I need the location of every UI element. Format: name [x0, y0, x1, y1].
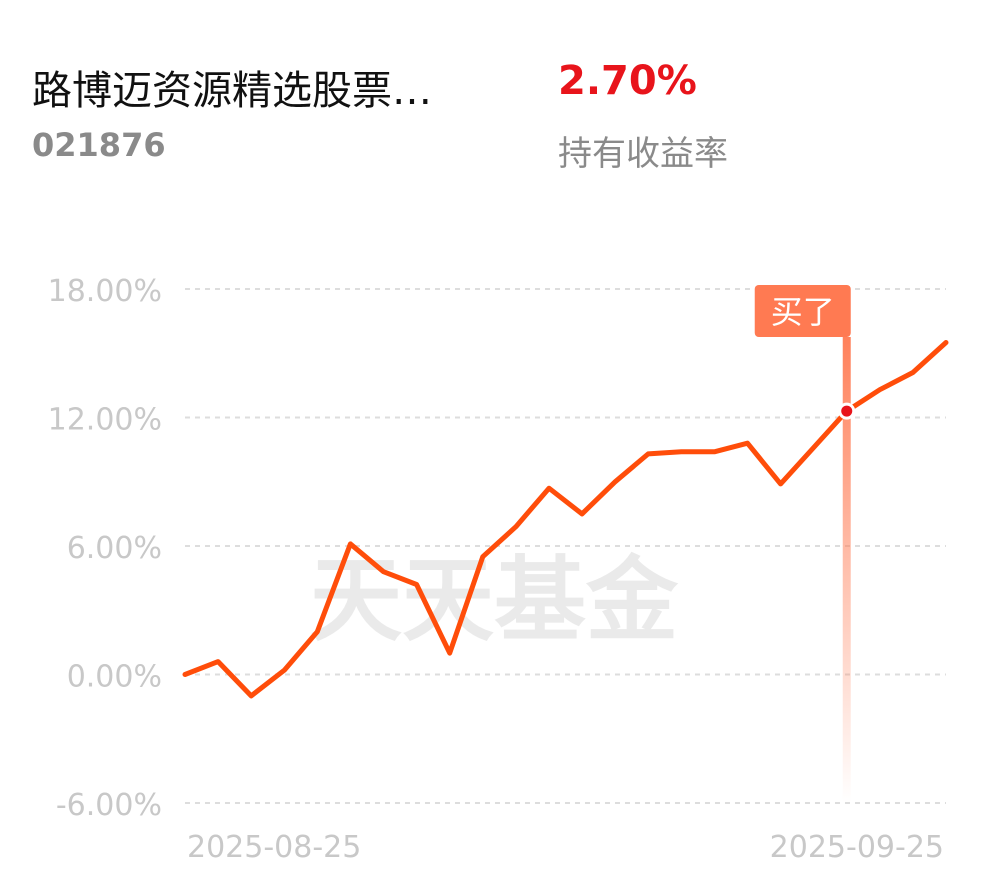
x-tick-label: 2025-09-25: [770, 830, 944, 865]
y-tick-label: -6.00%: [56, 788, 162, 823]
buy-marker-label: 买了: [771, 293, 835, 331]
y-tick-label: 0.00%: [67, 660, 162, 695]
buy-marker-tag: [754, 285, 851, 337]
buy-point[interactable]: [838, 402, 856, 420]
y-tick-label: 18.00%: [48, 274, 162, 309]
fund-name[interactable]: 路博迈资源精选股票…: [32, 68, 432, 114]
holding-return-value: 2.70%: [558, 58, 697, 104]
holding-return-label: 持有收益率: [558, 134, 728, 174]
y-tick-label: 6.00%: [67, 531, 162, 566]
y-tick-label: 12.00%: [48, 403, 162, 438]
buy-marker-line: [842, 337, 851, 803]
series-line: [182, 340, 949, 699]
watermark-text: 天天基金: [310, 546, 679, 654]
fund-code: 021876: [32, 126, 166, 164]
x-tick-label: 2025-08-25: [187, 830, 361, 865]
